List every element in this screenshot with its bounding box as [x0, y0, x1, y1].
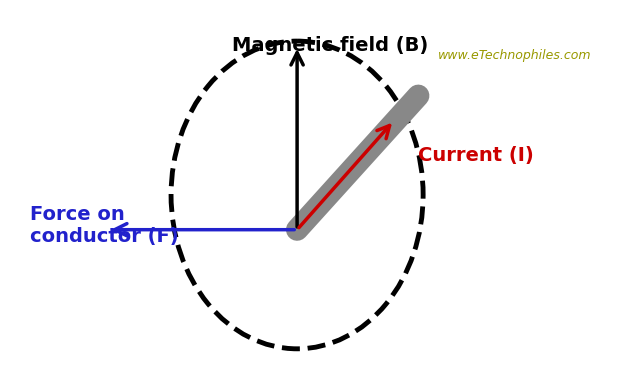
Text: Force on
conductor (F): Force on conductor (F)	[31, 205, 179, 246]
Text: Current (I): Current (I)	[418, 146, 534, 165]
Text: Magnetic field (B): Magnetic field (B)	[232, 36, 428, 55]
Text: www.eTechnophiles.com: www.eTechnophiles.com	[438, 49, 591, 62]
